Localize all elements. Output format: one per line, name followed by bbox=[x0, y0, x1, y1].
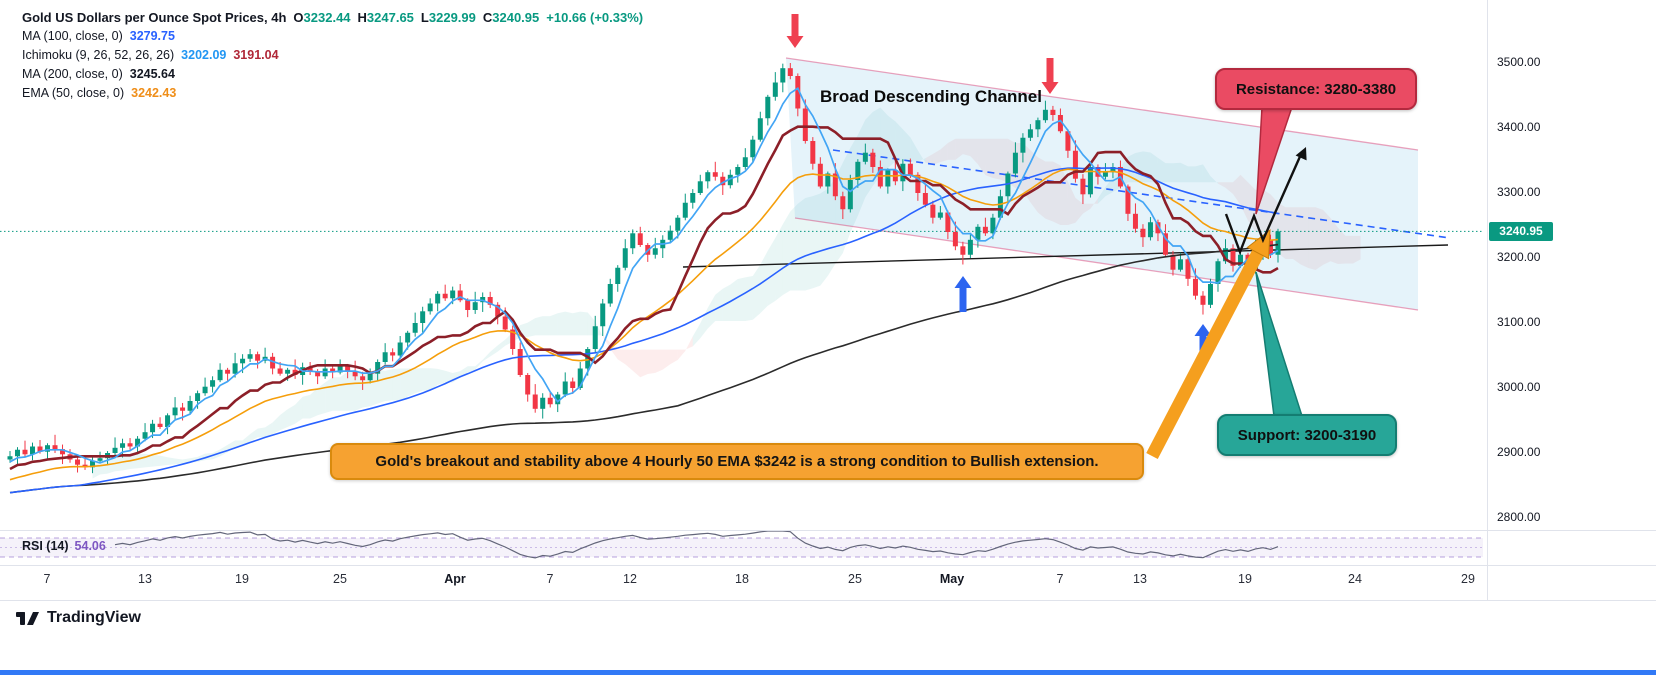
x-axis-label: 19 bbox=[1238, 572, 1252, 586]
channel-annotation-label[interactable]: Broad Descending Channel bbox=[820, 87, 1042, 106]
legend: Gold US Dollars per Ounce Spot Prices, 4… bbox=[22, 8, 643, 103]
ohlc-value: 3229.99 bbox=[428, 10, 476, 25]
ma200-line bbox=[9, 243, 1279, 494]
x-axis-label: Apr bbox=[444, 572, 466, 586]
indicator-value: 3242.43 bbox=[131, 86, 177, 100]
tradingview-brand-text: TradingView bbox=[47, 609, 141, 626]
symbol-title: Gold US Dollars per Ounce Spot Prices, 4… bbox=[22, 10, 287, 25]
x-axis-label: 13 bbox=[138, 572, 152, 586]
symbol-title-row[interactable]: Gold US Dollars per Ounce Spot Prices, 4… bbox=[22, 8, 643, 27]
last-price-badge: 3240.95 bbox=[1489, 221, 1553, 241]
tradingview-logo[interactable]: TradingView bbox=[16, 608, 141, 628]
bottom-accent-bar bbox=[0, 670, 1656, 675]
ohlc-letter: O bbox=[293, 10, 304, 25]
support-pointer[interactable] bbox=[1255, 271, 1304, 417]
x-axis-label: 12 bbox=[623, 572, 637, 586]
x-axis-label: 7 bbox=[546, 572, 554, 586]
ohlc-letter: L bbox=[420, 10, 429, 25]
support-callout[interactable]: Support: 3200-3190 bbox=[1217, 414, 1397, 456]
indicator-value: 3191.04 bbox=[233, 48, 279, 62]
sell-arrow-icon[interactable] bbox=[1041, 58, 1059, 94]
x-axis-label: 25 bbox=[848, 572, 862, 586]
legend-indicator-row[interactable]: MA (200, close, 0) 3245.64 bbox=[22, 65, 643, 84]
rsi-line bbox=[114, 530, 1279, 559]
rsi-value: 54.06 bbox=[74, 539, 106, 553]
x-axis-label: 24 bbox=[1348, 572, 1362, 586]
price-change: +10.66 (+0.33%) bbox=[546, 10, 644, 25]
projection-zigzag[interactable] bbox=[1224, 147, 1307, 256]
y-axis-label: 3400.00 bbox=[1497, 120, 1541, 134]
rsi-band bbox=[0, 538, 1483, 557]
indicator-label: Ichimoku (9, 26, 52, 26, 26) bbox=[22, 48, 175, 62]
legend-indicator-row[interactable]: Ichimoku (9, 26, 52, 26, 26) 3202.09 3191.… bbox=[22, 46, 643, 65]
x-axis-label: 7 bbox=[1056, 572, 1064, 586]
y-axis-label: 2800.00 bbox=[1497, 510, 1541, 524]
descending-trendline-dashed bbox=[832, 149, 1451, 239]
buy-arrow-icon[interactable] bbox=[954, 276, 972, 312]
indicator-label: MA (100, close, 0) bbox=[22, 29, 123, 43]
indicator-legend-rows: MA (100, close, 0) 3279.75 Ichimoku (9, 26… bbox=[22, 27, 643, 103]
y-axis-label: 2900.00 bbox=[1497, 445, 1541, 459]
x-axis-label: 13 bbox=[1133, 572, 1147, 586]
x-axis-label: 29 bbox=[1461, 572, 1475, 586]
legend-indicator-row[interactable]: EMA (50, close, 0) 3242.43 bbox=[22, 84, 643, 103]
indicator-value: 3202.09 bbox=[181, 48, 227, 62]
y-axis-label: 3100.00 bbox=[1497, 315, 1541, 329]
legend-indicator-row[interactable]: MA (100, close, 0) 3279.75 bbox=[22, 27, 643, 46]
ohlc-value: 3240.95 bbox=[492, 10, 540, 25]
y-axis-label: 3200.00 bbox=[1497, 250, 1541, 264]
rsi-label: RSI (14) bbox=[22, 539, 69, 553]
rsi-legend[interactable]: RSI (14) 54.06 bbox=[22, 539, 106, 553]
x-axis-label: 19 bbox=[235, 572, 249, 586]
y-axis-label: 3300.00 bbox=[1497, 185, 1541, 199]
x-axis-label: 25 bbox=[333, 572, 347, 586]
x-axis-label: 7 bbox=[43, 572, 51, 586]
x-axis-label: 18 bbox=[735, 572, 749, 586]
ohlc-letter: H bbox=[357, 10, 367, 25]
ohlc-values: O3232.44 H3247.65 L3229.99 C3240.95 bbox=[286, 10, 539, 25]
indicator-label: MA (200, close, 0) bbox=[22, 67, 123, 81]
tradingview-logo-icon bbox=[16, 612, 39, 625]
y-axis-label: 3500.00 bbox=[1497, 55, 1541, 69]
indicator-label: EMA (50, close, 0) bbox=[22, 86, 125, 100]
ohlc-value: 3247.65 bbox=[366, 10, 414, 25]
ichimoku-tenkan-line bbox=[9, 87, 1279, 464]
sell-arrow-icon[interactable] bbox=[786, 14, 804, 48]
x-axis-label: May bbox=[939, 572, 965, 586]
support-trendline bbox=[682, 244, 1449, 268]
indicator-value: 3245.64 bbox=[129, 67, 175, 81]
breakout-note-banner[interactable]: Gold's breakout and stability above 4 Ho… bbox=[330, 443, 1144, 480]
ohlc-letter: C bbox=[482, 10, 493, 25]
ma100-line bbox=[9, 167, 1279, 494]
ohlc-value: 3232.44 bbox=[303, 10, 351, 25]
indicator-value: 3279.75 bbox=[129, 29, 175, 43]
ichimoku-kijun-line bbox=[9, 125, 1279, 471]
resistance-callout[interactable]: Resistance: 3280-3380 bbox=[1215, 68, 1417, 110]
y-axis-label: 3000.00 bbox=[1497, 380, 1541, 394]
